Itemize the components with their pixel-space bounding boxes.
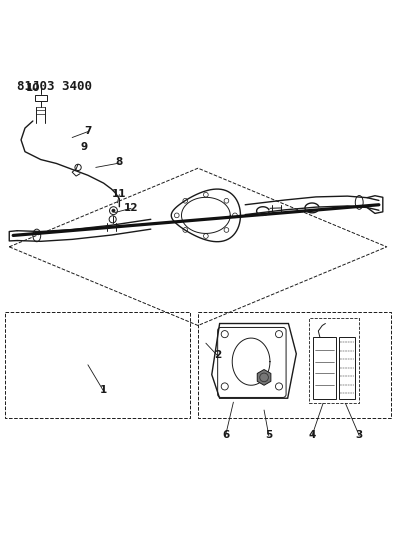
- Bar: [35, 95, 47, 101]
- Text: 11: 11: [112, 189, 127, 199]
- Text: 12: 12: [124, 203, 139, 213]
- Circle shape: [112, 209, 115, 212]
- Text: 3: 3: [356, 430, 363, 440]
- Text: 10: 10: [26, 83, 40, 93]
- Bar: [313, 337, 336, 399]
- Text: 6: 6: [222, 430, 229, 440]
- Text: 4: 4: [308, 430, 316, 440]
- Text: 7: 7: [84, 126, 91, 136]
- Text: 9: 9: [80, 142, 88, 151]
- Polygon shape: [212, 324, 296, 398]
- Text: 2: 2: [214, 350, 221, 360]
- Text: 8: 8: [116, 157, 123, 167]
- Bar: [339, 337, 355, 399]
- Text: 1: 1: [100, 385, 107, 395]
- Text: 81J03 3400: 81J03 3400: [17, 80, 92, 93]
- Text: 5: 5: [265, 430, 272, 440]
- Polygon shape: [257, 369, 271, 385]
